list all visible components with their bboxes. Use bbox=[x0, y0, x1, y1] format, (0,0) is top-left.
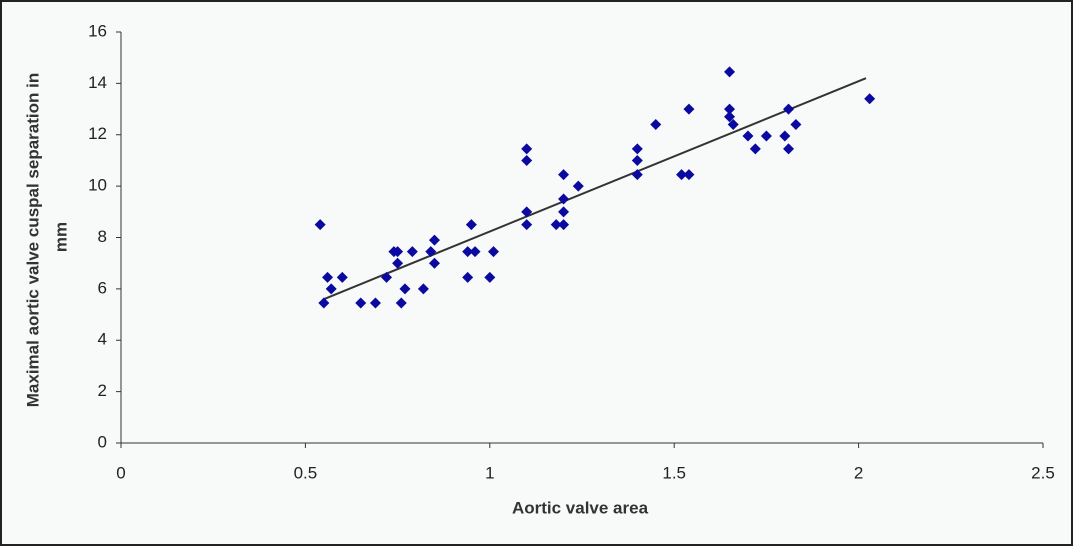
point bbox=[572, 180, 584, 192]
point bbox=[683, 103, 695, 115]
point bbox=[550, 219, 562, 231]
point bbox=[558, 219, 570, 231]
point bbox=[724, 103, 736, 115]
point bbox=[558, 206, 570, 218]
point bbox=[724, 111, 736, 123]
point bbox=[683, 169, 695, 181]
point bbox=[322, 271, 334, 283]
point bbox=[487, 246, 499, 258]
point bbox=[425, 246, 437, 258]
point bbox=[392, 257, 404, 269]
x-tick-label: 0 bbox=[116, 463, 125, 482]
y-axis-title: mm bbox=[51, 222, 70, 252]
y-tick-label: 6 bbox=[98, 278, 107, 297]
point bbox=[392, 246, 404, 258]
x-axis-title: Aortic valve area bbox=[512, 498, 649, 517]
point bbox=[783, 103, 795, 115]
point bbox=[631, 169, 643, 181]
point bbox=[369, 297, 381, 309]
point bbox=[465, 219, 477, 231]
point bbox=[428, 234, 440, 246]
point bbox=[558, 193, 570, 205]
y-tick-label: 0 bbox=[98, 432, 107, 451]
x-tick-label: 1 bbox=[485, 463, 494, 482]
point bbox=[724, 66, 736, 78]
point bbox=[749, 143, 761, 155]
trendline bbox=[323, 77, 867, 301]
point bbox=[558, 169, 570, 181]
y-axis-title: Maximal aortic valve cuspal separation i… bbox=[23, 73, 42, 407]
point bbox=[760, 130, 772, 142]
point bbox=[462, 271, 474, 283]
point bbox=[462, 246, 474, 258]
point bbox=[399, 283, 411, 295]
point bbox=[521, 206, 533, 218]
point bbox=[469, 246, 481, 258]
point bbox=[650, 118, 662, 130]
y-tick-label: 16 bbox=[88, 21, 107, 40]
point bbox=[727, 118, 739, 130]
point bbox=[417, 283, 429, 295]
y-tick-label: 8 bbox=[98, 227, 107, 246]
point bbox=[631, 143, 643, 155]
x-tick-label: 2.5 bbox=[1031, 463, 1055, 482]
y-tick-label: 2 bbox=[98, 381, 107, 400]
point bbox=[521, 219, 533, 231]
point bbox=[631, 154, 643, 166]
point bbox=[521, 143, 533, 155]
point bbox=[783, 143, 795, 155]
point bbox=[318, 297, 330, 309]
point bbox=[395, 297, 407, 309]
point bbox=[864, 93, 876, 105]
point bbox=[742, 130, 754, 142]
point bbox=[314, 219, 326, 231]
point bbox=[676, 169, 688, 181]
point bbox=[355, 297, 367, 309]
point bbox=[325, 283, 337, 295]
y-tick-label: 12 bbox=[88, 124, 107, 143]
x-tick-label: 0.5 bbox=[294, 463, 318, 482]
point bbox=[381, 271, 393, 283]
x-tick-label: 2 bbox=[854, 463, 863, 482]
point bbox=[521, 154, 533, 166]
point bbox=[428, 257, 440, 269]
point bbox=[790, 118, 802, 130]
point bbox=[484, 271, 496, 283]
y-tick-label: 4 bbox=[98, 330, 107, 349]
y-tick-label: 10 bbox=[88, 176, 107, 195]
x-tick-label: 1.5 bbox=[662, 463, 686, 482]
y-tick-label: 14 bbox=[88, 73, 107, 92]
point bbox=[406, 246, 418, 258]
point bbox=[336, 271, 348, 283]
point bbox=[779, 130, 791, 142]
